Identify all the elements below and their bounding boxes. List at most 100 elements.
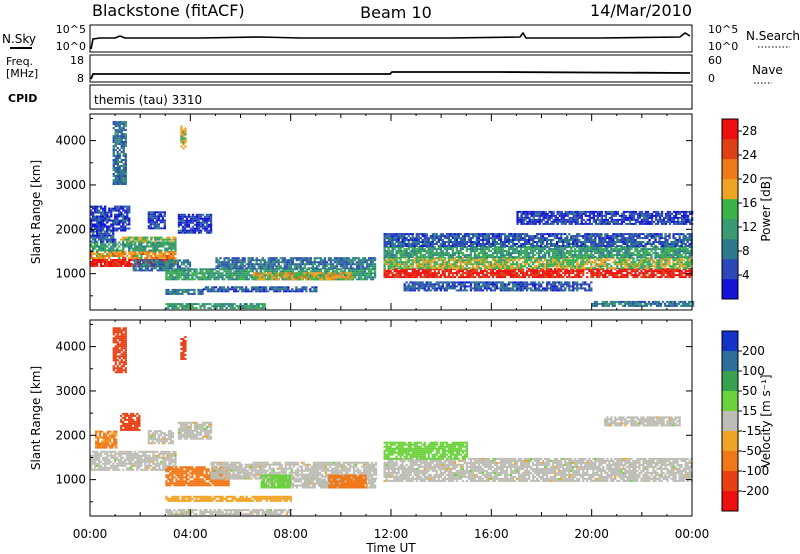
power-cell bbox=[413, 268, 416, 271]
power-cell bbox=[471, 270, 475, 273]
power-cell bbox=[150, 241, 153, 244]
power-cell bbox=[646, 265, 649, 268]
power-cell bbox=[323, 261, 327, 264]
power-cell bbox=[536, 265, 539, 268]
power-cell bbox=[578, 267, 581, 270]
power-cell bbox=[624, 257, 627, 260]
power-cell bbox=[684, 261, 687, 264]
power-cell bbox=[215, 303, 218, 306]
power-cell bbox=[285, 268, 288, 271]
power-cell bbox=[538, 250, 541, 253]
power-cell bbox=[181, 307, 184, 310]
power-cell bbox=[399, 235, 402, 238]
power-cell bbox=[409, 246, 412, 249]
power-cell bbox=[447, 245, 450, 247]
power-cell bbox=[447, 256, 450, 259]
power-cell bbox=[297, 270, 300, 273]
power-cell bbox=[405, 237, 408, 240]
power-cell bbox=[108, 265, 111, 267]
power-cell bbox=[461, 243, 464, 245]
power-cell bbox=[136, 265, 139, 268]
power-cell bbox=[175, 303, 178, 306]
power-cell bbox=[235, 259, 238, 262]
power-cell bbox=[321, 274, 324, 277]
power-cell bbox=[443, 248, 446, 251]
power-cell bbox=[590, 276, 593, 279]
power-cell bbox=[558, 265, 561, 268]
power-cell bbox=[393, 233, 396, 236]
power-cell bbox=[140, 249, 143, 252]
power-cell bbox=[153, 225, 156, 228]
power-cell bbox=[427, 259, 430, 262]
power-cell bbox=[195, 268, 198, 271]
power-cell bbox=[544, 270, 547, 273]
power-cell bbox=[287, 265, 290, 268]
power-cell bbox=[116, 215, 119, 218]
power-cell bbox=[423, 267, 426, 270]
power-cell bbox=[261, 267, 264, 270]
power-cell bbox=[116, 229, 119, 232]
power-cell bbox=[638, 265, 641, 268]
power-cell bbox=[646, 259, 649, 262]
power-cell bbox=[172, 259, 176, 262]
power-cell bbox=[656, 276, 659, 279]
power-cell bbox=[435, 243, 438, 245]
power-cell bbox=[556, 270, 559, 273]
power-cell bbox=[209, 272, 212, 275]
power-cell bbox=[126, 205, 129, 208]
power-cell bbox=[538, 254, 541, 257]
power-cell bbox=[169, 278, 172, 281]
power-cell bbox=[614, 276, 617, 279]
power-cell bbox=[161, 215, 164, 218]
power-cell bbox=[415, 245, 418, 247]
power-cell bbox=[393, 274, 396, 277]
power-cell bbox=[104, 215, 107, 218]
power-cell bbox=[157, 225, 160, 228]
power-cell bbox=[413, 254, 416, 257]
power-cell bbox=[674, 248, 677, 251]
power-cell bbox=[584, 252, 587, 255]
power-cell bbox=[433, 254, 436, 257]
power-cell bbox=[293, 278, 296, 281]
power-cell bbox=[640, 272, 643, 275]
power-cell bbox=[576, 274, 579, 277]
power-cell bbox=[622, 257, 625, 260]
power-cell bbox=[457, 241, 460, 243]
power-cell bbox=[176, 261, 180, 264]
power-cell bbox=[287, 259, 290, 262]
power-cell bbox=[241, 278, 244, 281]
power-cell bbox=[670, 274, 673, 277]
power-cell bbox=[343, 259, 347, 262]
power-cell bbox=[156, 243, 159, 246]
power-cell bbox=[588, 248, 591, 251]
power-cell bbox=[122, 261, 125, 263]
power-cell bbox=[493, 248, 497, 251]
power-cell bbox=[251, 276, 254, 279]
power-cell bbox=[419, 237, 422, 240]
power-cell bbox=[469, 261, 473, 264]
power-cell bbox=[178, 265, 182, 268]
power-cell bbox=[177, 272, 180, 275]
power-cell bbox=[461, 252, 464, 255]
power-cell bbox=[507, 259, 511, 262]
power-cell bbox=[457, 243, 460, 245]
power-cell bbox=[576, 265, 579, 268]
power-cell bbox=[682, 250, 685, 253]
power-cell bbox=[534, 246, 537, 249]
power-cell bbox=[174, 249, 177, 252]
power-cell bbox=[158, 253, 161, 255]
power-cell bbox=[672, 270, 675, 273]
power-cell bbox=[548, 246, 551, 249]
power-cell bbox=[90, 245, 93, 248]
power-cell bbox=[453, 237, 456, 240]
power-cell bbox=[96, 209, 99, 212]
power-cell bbox=[367, 270, 371, 273]
power-cell bbox=[656, 261, 659, 264]
power-cell bbox=[102, 257, 105, 259]
power-cell bbox=[660, 272, 663, 275]
power-cell bbox=[199, 268, 202, 271]
power-cell bbox=[193, 223, 197, 226]
power-cell bbox=[327, 272, 330, 275]
power-cell bbox=[415, 237, 418, 240]
power-cell bbox=[239, 276, 242, 279]
